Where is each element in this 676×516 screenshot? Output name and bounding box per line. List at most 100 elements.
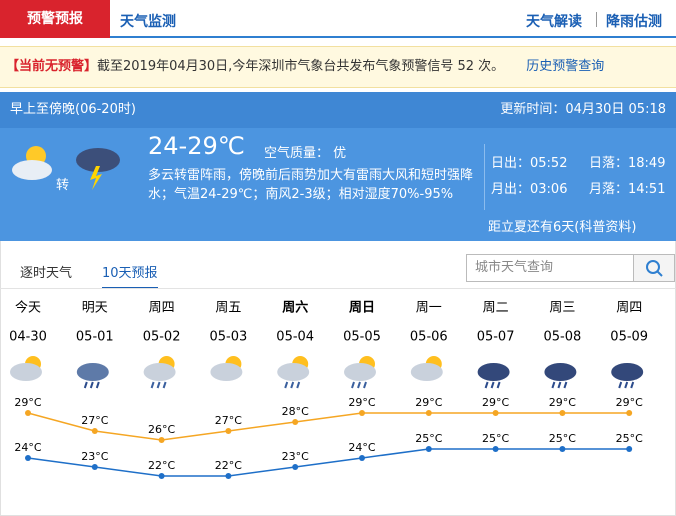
tab-rain[interactable]: 降雨估测 [606, 14, 662, 30]
rain-drop [284, 381, 289, 389]
rain-drop [290, 381, 295, 389]
low-label: 23°C [282, 450, 309, 463]
high-label: 26°C [148, 423, 175, 436]
low-label: 24°C [348, 441, 375, 454]
date-label: 04-30 [9, 330, 47, 345]
low-point [626, 446, 633, 452]
alert-link[interactable]: 历史预警查询 [526, 59, 605, 74]
low-label: 25°C [482, 432, 509, 445]
high-point [425, 410, 432, 416]
search-button[interactable] [633, 254, 675, 282]
rain-drop [357, 381, 361, 389]
cloud [10, 363, 42, 381]
today-panel: 早上至傍晚(06-20时) 更新时间：04月30日 05:18 转 24-29℃… [0, 92, 676, 241]
high-point [225, 428, 232, 434]
high-point [492, 410, 499, 416]
rain-drop [95, 381, 100, 389]
cloud-dark [76, 148, 120, 172]
low-point [225, 473, 232, 479]
high-label: 28°C [282, 405, 309, 418]
tab-hourly[interactable]: 逐时天气 [20, 266, 73, 281]
low-label: 25°C [549, 432, 576, 445]
search-input[interactable]: 城市天气查询 [466, 254, 634, 282]
period: 早上至傍晚(06-20时) [10, 102, 136, 117]
day-label: 周四 [616, 301, 642, 316]
low-label: 22°C [148, 459, 175, 472]
moonset: 月落：14:51 [589, 182, 666, 197]
cloud [12, 160, 52, 180]
low-point [158, 473, 165, 479]
high-point [559, 410, 566, 416]
cloud [143, 363, 176, 381]
cloud [76, 363, 109, 381]
high-point [158, 437, 165, 443]
low-point [91, 464, 98, 470]
tab-line [0, 288, 676, 289]
high-label: 29°C [549, 396, 576, 409]
low-label: 25°C [616, 432, 643, 445]
description: 多云转雷阵雨，傍晚前后雨势加大有雷雨大风和短时强降水；气温24-29℃；南风2-… [148, 168, 474, 202]
tab-monitor[interactable]: 天气监测 [120, 14, 176, 30]
sunrise: 日出：05:52 [491, 156, 568, 171]
today-icons [12, 146, 120, 190]
day-label: 周日 [349, 301, 375, 316]
day-label: 周四 [149, 301, 175, 316]
low-point [292, 464, 299, 470]
day-label: 周一 [416, 301, 442, 316]
cloud [410, 363, 443, 381]
rain-drop [296, 381, 301, 389]
high-label: 29°C [415, 396, 442, 409]
tab-10day[interactable]: 10天预报 [102, 262, 158, 289]
weather-icon [544, 363, 577, 389]
rain-drop [83, 381, 88, 389]
rain-drop [557, 381, 562, 389]
weather-icon [477, 363, 510, 389]
cloud [277, 363, 310, 381]
day-label: 明天 [82, 301, 108, 316]
rain-drop [156, 381, 161, 389]
rain-drop [484, 381, 489, 389]
date-label: 05-01 [76, 330, 114, 345]
day-label: 周六 [282, 300, 308, 316]
low-line [27, 448, 630, 477]
solar-term[interactable]: 距立夏还有6天(科普资料) [488, 220, 637, 235]
cloud [611, 363, 644, 381]
alert-bar: 【当前无预警】截至2019年04月30日,今年深圳市气象台共发布气象预警信号 5… [0, 46, 676, 88]
top-bar: 预警预报 天气监测 天气解读 降雨估测 [0, 0, 676, 38]
moonrise: 月出：03:06 [491, 182, 568, 197]
low-label: 22°C [215, 459, 242, 472]
divider [596, 12, 597, 27]
low-point [559, 446, 566, 452]
weather-icon [76, 363, 109, 389]
alert-status: 【当前无预警】 [6, 59, 98, 74]
high-label: 29°C [616, 396, 643, 409]
cloud [544, 363, 577, 381]
weather-icon [143, 356, 176, 389]
cloud [477, 363, 510, 381]
tab-interpret[interactable]: 天气解读 [526, 14, 582, 30]
turn: 转 [56, 178, 70, 193]
low-point [359, 455, 365, 461]
weather-icon [277, 356, 310, 389]
high-line [27, 412, 630, 441]
period-strip: 早上至傍晚(06-20时) 更新时间：04月30日 05:18 [0, 92, 676, 128]
lightning [90, 166, 102, 190]
search-icon [646, 260, 663, 277]
rain-drop [624, 381, 629, 389]
rain-drop [351, 381, 355, 389]
weather-icon [611, 363, 644, 389]
update-time: 更新时间：04月30日 05:18 [500, 102, 666, 117]
high-label: 29°C [348, 396, 375, 409]
day-label: 周三 [549, 301, 575, 316]
weather-icon [10, 356, 42, 381]
high-point [25, 410, 31, 416]
tab-warning[interactable]: 预警预报 [0, 0, 110, 38]
high-point [292, 419, 299, 425]
temp-range: 24-29℃ [148, 132, 245, 160]
date-label: 05-04 [276, 330, 314, 345]
rain-drop [490, 381, 495, 389]
forecast-chart: 今天 04-30 明天 05-01 周四 05-02 周五 05-03 周六 05-04 周日 05-… [9, 300, 648, 479]
sun-info: 日出：05:52 日落：18:49 月出：03:06 月落：14:51 [484, 144, 676, 210]
high-label: 27°C [81, 414, 108, 427]
